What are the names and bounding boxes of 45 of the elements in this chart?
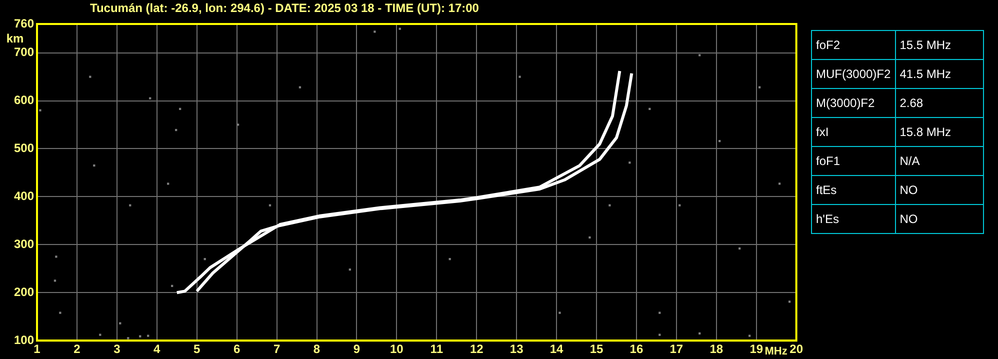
text: foF1 — [812, 146, 896, 176]
text: foF2 — [812, 30, 896, 60]
x-tick-label: 11 — [430, 342, 444, 356]
chart-title: Tucumán (lat: -26.9, lon: 294.6) - DATE: 2025 03 18 - TIME (UT): 17:00 — [90, 1, 479, 15]
y-tick-label: 600 — [14, 93, 34, 108]
text: h'Es — [812, 204, 896, 234]
x-tick-label: 6 — [233, 342, 240, 356]
x-tick-label: 20 — [790, 342, 804, 356]
x-tick-label: 2 — [74, 342, 81, 356]
x-axis-title: MHz — [764, 346, 788, 358]
x-tick-label: 12 — [470, 342, 484, 356]
y-tick-label: 700 — [14, 45, 34, 60]
x-tick-label: 5 — [194, 342, 201, 356]
x-tick-label: 1 — [34, 342, 41, 356]
x-tick-label: 4 — [154, 342, 161, 356]
x-tick-label: 13 — [510, 342, 524, 356]
x-tick-label: 15 — [590, 342, 604, 356]
x-tick-label: 17 — [670, 342, 684, 356]
x-tick-label: 19 — [750, 342, 764, 356]
x-tick-label: 3 — [114, 342, 121, 356]
text: NO — [895, 204, 984, 234]
y-tick-label: 100 — [14, 332, 34, 347]
text: 15.5 MHz — [895, 30, 984, 60]
x-tick-label: 9 — [353, 342, 360, 356]
text: M(3000)F2 — [812, 88, 896, 118]
y-tick-label: 300 — [14, 236, 34, 251]
text: 15.8 MHz — [895, 118, 984, 146]
x-tick-label: 14 — [550, 342, 564, 356]
text: fxI — [812, 118, 896, 146]
y-tick-label: 400 — [14, 189, 34, 204]
text: 2.68 — [895, 88, 984, 118]
x-tick-label: 18 — [710, 342, 724, 356]
text: N/A — [895, 146, 984, 176]
text: NO — [895, 176, 984, 204]
y-axis-title: km — [6, 31, 24, 46]
text: 41.5 MHz — [895, 60, 984, 88]
x-tick-label: 10 — [390, 342, 404, 356]
x-tick-label: 7 — [273, 342, 280, 356]
text: ftEs — [812, 176, 896, 204]
y-tick-label: 760 — [14, 16, 34, 30]
x-tick-label: 16 — [630, 342, 644, 356]
text: MUF(3000)F2 — [812, 60, 896, 88]
y-tick-label: 500 — [14, 141, 34, 156]
y-tick-label: 200 — [14, 284, 34, 299]
x-tick-label: 8 — [313, 342, 320, 356]
